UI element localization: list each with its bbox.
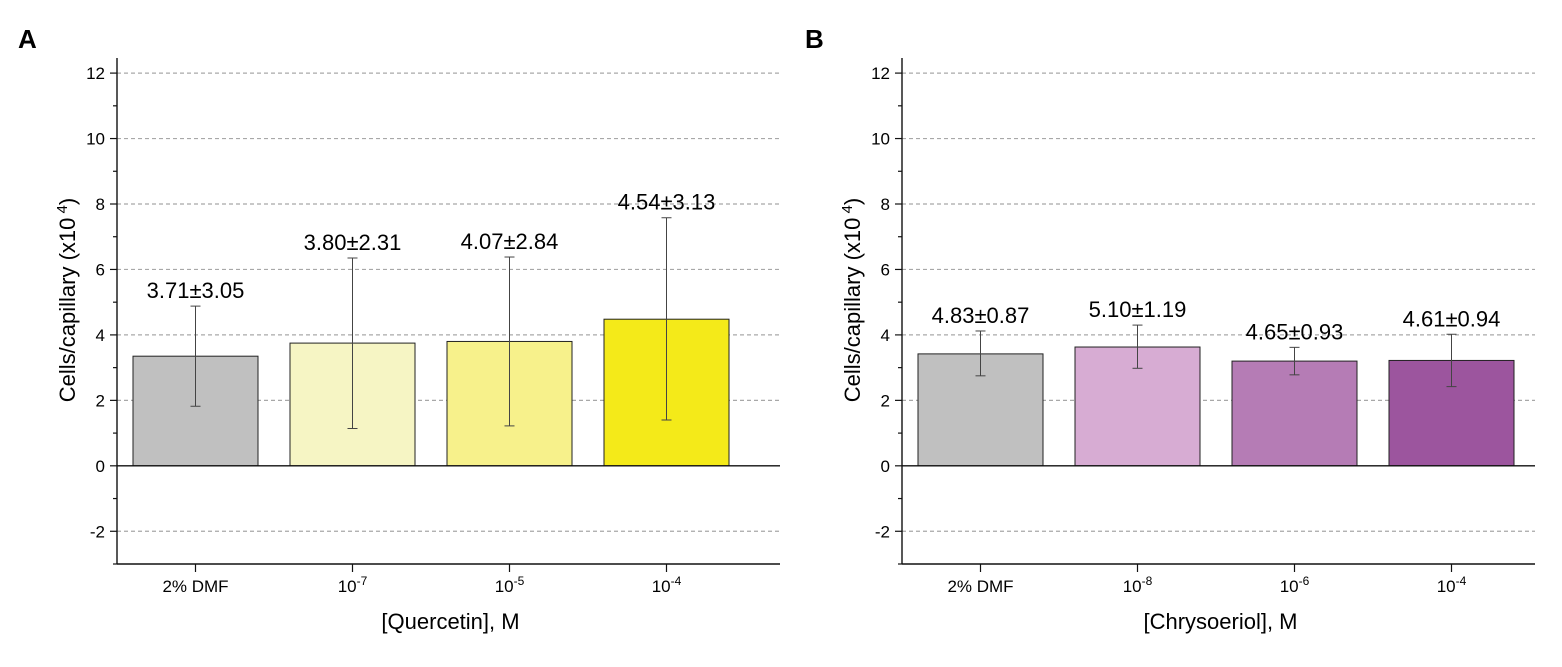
error-bar (347, 257, 358, 430)
y-axis-label-main: Cells/capillary (x10 (840, 218, 865, 403)
x-tick-label: 10-7 (338, 574, 368, 596)
x-tick-label-base: 10 (1437, 577, 1456, 596)
y-axis-label: Cells/capillary (x10 4) (839, 198, 865, 402)
y-tick-label: 12 (86, 64, 105, 83)
x-tick-label: 2% DMF (947, 577, 1013, 596)
y-tick-label: 2 (881, 391, 890, 410)
chart-panel-a: A 3.71±3.05 3.80±2.31 4.07±2.84 4.54±3.13 -2 0… (18, 24, 780, 634)
x-tick-label: 10-8 (1123, 574, 1153, 596)
x-tick-label-exponent: -7 (357, 574, 368, 588)
x-tick-label: 10-5 (495, 574, 525, 596)
y-tick-label: 12 (871, 64, 890, 83)
x-tick-label-base: 10 (652, 577, 671, 596)
error-bar (661, 217, 672, 421)
x-tick-label-exponent: -5 (514, 574, 525, 588)
error-bar (1289, 346, 1300, 376)
x-tick-label-exponent: -4 (671, 574, 682, 588)
x-tick-label: 10-6 (1280, 574, 1310, 596)
y-tick-label: 8 (96, 195, 105, 214)
x-tick-label-base: 10 (1123, 577, 1142, 596)
y-tick-label: 4 (96, 326, 105, 345)
x-tick-label-base: 2% DMF (947, 577, 1013, 596)
x-tick-label: 2% DMF (162, 577, 228, 596)
data-label: 4.65±0.93 (1246, 319, 1344, 344)
error-bar (1132, 324, 1143, 369)
x-tick-label-base: 2% DMF (162, 577, 228, 596)
data-label: 4.07±2.84 (461, 229, 559, 254)
x-tick-label-base: 10 (495, 577, 514, 596)
x-axis-label: [Quercetin], M (381, 609, 519, 634)
panel-label: B (805, 24, 824, 54)
data-label: 4.54±3.13 (618, 190, 716, 215)
y-tick-label: 8 (881, 195, 890, 214)
x-tick-label-base: 10 (338, 577, 357, 596)
y-axis-label-exponent: 4 (839, 205, 856, 218)
data-label: 3.80±2.31 (304, 230, 402, 255)
y-tick-label: 10 (871, 130, 890, 149)
x-tick-label: 10-4 (1437, 574, 1467, 596)
bar (1231, 360, 1358, 467)
y-tick-label: 2 (96, 391, 105, 410)
y-tick-label: 4 (881, 326, 890, 345)
y-axis-label-main: Cells/capillary (x10 (55, 218, 80, 403)
data-label: 3.71±3.05 (147, 278, 245, 303)
y-axis-label-close: ) (55, 198, 80, 205)
y-axis-label-exponent: 4 (54, 205, 71, 218)
x-tick-label-exponent: -4 (1456, 574, 1467, 588)
y-tick-label: -2 (875, 522, 890, 541)
x-tick-label: 10-4 (652, 574, 682, 596)
error-bar (504, 256, 515, 427)
data-label: 4.61±0.94 (1403, 306, 1501, 331)
error-bar (1446, 333, 1457, 388)
x-tick-label-exponent: -8 (1142, 574, 1153, 588)
x-tick-label-base: 10 (1280, 577, 1299, 596)
data-label: 4.83±0.87 (932, 303, 1030, 328)
error-bar (190, 305, 201, 407)
x-axis-label: [Chrysoeriol], M (1143, 609, 1297, 634)
y-tick-label: 10 (86, 130, 105, 149)
y-tick-label: -2 (90, 522, 105, 541)
y-tick-label: 6 (881, 260, 890, 279)
y-tick-label: 6 (96, 260, 105, 279)
error-bar (975, 330, 986, 377)
y-tick-label: 0 (96, 457, 105, 476)
y-tick-label: 0 (881, 457, 890, 476)
y-axis-label-close: ) (840, 198, 865, 205)
x-tick-label-exponent: -6 (1299, 574, 1310, 588)
panel-label: A (18, 24, 37, 54)
y-axis-label: Cells/capillary (x10 4) (54, 198, 80, 402)
chart-panel-b: B 4.83±0.87 5.10±1.19 4.65±0.93 4.61±0.94 -2 0… (805, 24, 1535, 634)
data-label: 5.10±1.19 (1089, 297, 1187, 322)
